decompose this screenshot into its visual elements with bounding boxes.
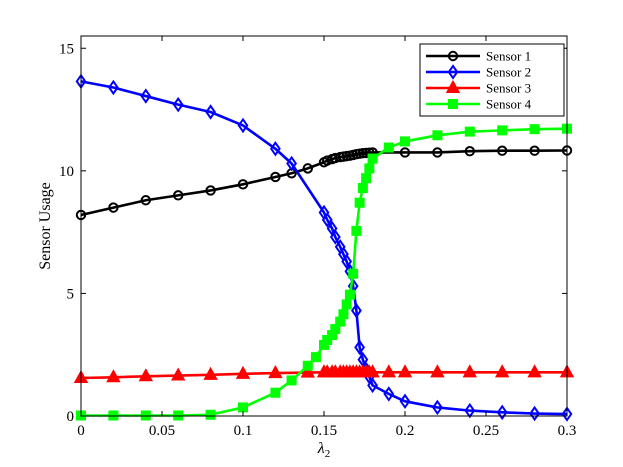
data-point <box>348 268 359 279</box>
data-point <box>354 339 366 356</box>
x-tick-label: 0.1 <box>234 423 253 439</box>
data-point <box>367 153 378 164</box>
x-tick-label: 0.2 <box>396 423 415 439</box>
data-point <box>341 253 353 270</box>
data-point <box>365 364 380 378</box>
data-point <box>400 136 410 147</box>
legend-entry: Sensor 4 <box>426 97 532 112</box>
data-point <box>367 377 379 394</box>
legend-entry: Sensor 2 <box>426 64 531 80</box>
data-point <box>364 163 375 174</box>
data-point <box>341 299 352 310</box>
data-point <box>432 147 443 158</box>
data-point <box>205 104 217 120</box>
data-point <box>464 402 476 419</box>
y-axis-label: Sensor Usage <box>37 182 54 270</box>
x-tick-label: 0.25 <box>473 423 499 439</box>
data-point <box>527 364 542 378</box>
y-tick-label: 0 <box>67 409 75 425</box>
x-tick-label: 0.05 <box>149 423 175 439</box>
x-tick-label: 0.15 <box>311 423 337 439</box>
data-point <box>399 393 411 410</box>
legend-label: Sensor 1 <box>486 49 531 64</box>
data-point <box>140 88 152 104</box>
y-tick-label: 10 <box>59 164 74 180</box>
data-point <box>430 364 445 378</box>
data-point <box>431 399 443 416</box>
data-point <box>464 146 475 157</box>
data-point <box>497 145 508 156</box>
data-point <box>381 364 396 378</box>
data-point <box>357 183 368 193</box>
legend-label: Sensor 4 <box>486 97 532 112</box>
series-3 <box>73 364 575 383</box>
data-point <box>140 195 152 206</box>
data-point <box>462 364 477 378</box>
x-axis-label-symbol: λ <box>317 440 325 457</box>
data-point <box>203 366 218 380</box>
data-point <box>383 386 395 402</box>
y-tick-label: 5 <box>67 286 75 302</box>
data-point <box>432 130 443 141</box>
data-point <box>286 155 298 172</box>
legend-marker <box>445 79 461 93</box>
data-point <box>300 364 315 378</box>
data-point <box>383 142 394 153</box>
data-point <box>270 171 281 183</box>
data-point <box>235 365 251 379</box>
x-axis-label: λ2 <box>317 440 330 460</box>
x-tick-label: 0.3 <box>558 423 577 439</box>
data-point <box>237 117 249 134</box>
x-tick-label: 0 <box>77 423 85 439</box>
data-point <box>344 289 355 300</box>
legend-marker <box>447 64 459 80</box>
data-point <box>350 302 362 319</box>
data-point <box>108 202 119 213</box>
legend-entry: Sensor 1 <box>426 49 531 64</box>
data-point <box>529 405 541 422</box>
data-point <box>321 212 333 228</box>
legend-entry: Sensor 3 <box>426 79 531 96</box>
data-point <box>268 365 283 379</box>
data-point <box>399 147 411 158</box>
data-point <box>205 185 216 196</box>
legend-marker <box>447 50 459 62</box>
data-point <box>310 352 321 363</box>
axis-layer: 0 0.05 0.1 0.15 0.2 0.25 0.3 0 5 10 15 <box>59 36 576 439</box>
data-point <box>106 369 121 383</box>
data-point <box>238 402 248 413</box>
data-point <box>529 145 540 156</box>
data-point <box>171 367 186 381</box>
data-point <box>561 406 573 422</box>
data-point <box>286 375 297 386</box>
data-point <box>138 368 153 382</box>
data-point <box>173 190 184 201</box>
data-point <box>354 197 365 208</box>
data-point <box>205 409 216 420</box>
data-point <box>464 126 475 137</box>
data-point <box>361 173 372 184</box>
data-point <box>269 141 281 157</box>
data-point <box>237 179 249 190</box>
data-point <box>397 364 413 378</box>
data-point <box>107 79 119 96</box>
data-point <box>495 364 510 378</box>
data-point <box>351 225 362 236</box>
data-point <box>172 96 184 113</box>
legend-label: Sensor 2 <box>486 65 531 80</box>
y-tick-label: 15 <box>59 41 74 57</box>
x-axis-label-subscript: 2 <box>325 448 331 460</box>
data-point <box>302 360 313 371</box>
data-point <box>302 163 313 174</box>
data-point <box>338 309 349 320</box>
data-point <box>497 125 508 136</box>
data-point <box>329 229 341 245</box>
legend-marker <box>448 99 458 109</box>
data-point <box>529 124 540 135</box>
data-point <box>270 387 281 398</box>
legend-label: Sensor 3 <box>486 81 531 96</box>
data-point <box>496 404 508 421</box>
